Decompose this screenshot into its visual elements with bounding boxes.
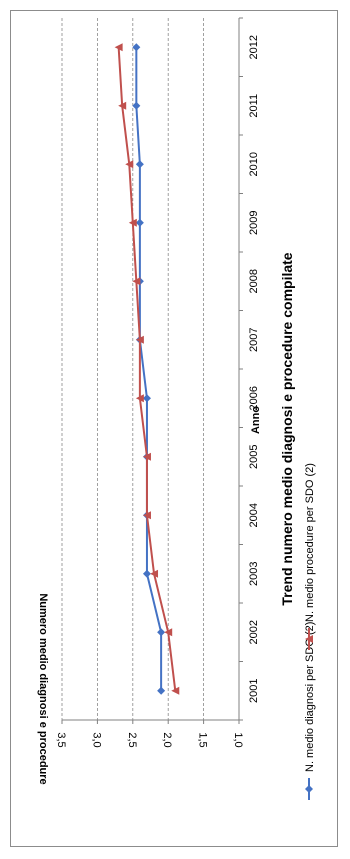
- x-tick-label: 2001: [248, 679, 260, 703]
- y-tick-label: 1,5: [197, 732, 209, 747]
- x-axis-title: Anno: [250, 406, 262, 434]
- data-point: [135, 160, 144, 169]
- data-point: [171, 686, 180, 695]
- y-tick-label: 1,0: [232, 732, 244, 747]
- data-point: [142, 569, 151, 578]
- data-point: [157, 628, 166, 637]
- data-point: [142, 511, 151, 520]
- x-tick-label: 2007: [248, 328, 260, 352]
- data-point: [150, 569, 159, 578]
- x-tick-label: 2004: [248, 503, 260, 527]
- legend-item: N. medio diagnosi per SDO (2): [304, 622, 316, 800]
- data-point: [135, 218, 144, 227]
- legend-label: N. medio procedure per SDO (2): [304, 463, 316, 622]
- data-point: [128, 218, 137, 227]
- x-tick-label: 2003: [248, 562, 260, 586]
- data-point: [164, 628, 173, 637]
- data-point: [157, 686, 166, 695]
- x-tick-label: 2012: [248, 35, 260, 59]
- series-line: [135, 47, 163, 691]
- data-point: [114, 43, 123, 52]
- chart-title: Trend numero medio diagnosi e procedure …: [279, 252, 295, 605]
- axes: 1,0 1,5 2,0 2,5 3,0 3,5 2001 2002 2003 2004 2005 20…: [55, 17, 260, 748]
- series-line: [117, 47, 177, 691]
- data-point: [132, 43, 141, 52]
- y-tick-label: 2,0: [161, 732, 173, 747]
- data-point: [142, 452, 151, 461]
- x-tick-label: 2009: [248, 211, 260, 235]
- y-tick-label: 2,5: [126, 732, 138, 747]
- data-point: [135, 335, 144, 344]
- x-tick-label: 2010: [248, 152, 260, 176]
- legend: N. medio diagnosi per SDO (2)N. medio pr…: [304, 463, 316, 800]
- x-tick-label: 2011: [248, 94, 260, 118]
- data-point: [132, 101, 141, 110]
- y-tick-label: 3,5: [55, 732, 67, 747]
- y-axis-title: Numero medio diagnosi e procedure: [37, 593, 49, 784]
- legend-marker: [305, 635, 313, 643]
- x-tick-label: 2006: [248, 386, 260, 410]
- chart-frame: [10, 10, 338, 847]
- data-point: [135, 394, 144, 403]
- legend-item: N. medio procedure per SDO (2): [304, 463, 316, 650]
- series-2: [114, 43, 180, 695]
- data-point: [125, 160, 134, 169]
- y-tick-label: 3,0: [90, 732, 102, 747]
- x-tick-label: 2002: [248, 620, 260, 644]
- gridlines: [61, 18, 205, 720]
- series: [114, 43, 180, 695]
- x-tick-label: 2008: [248, 269, 260, 293]
- x-tick-label: 2005: [248, 445, 260, 469]
- data-point: [142, 394, 151, 403]
- data-point: [132, 277, 141, 286]
- legend-marker: [305, 785, 313, 793]
- legend-label: N. medio diagnosi per SDO (2): [304, 622, 316, 772]
- data-point: [118, 101, 127, 110]
